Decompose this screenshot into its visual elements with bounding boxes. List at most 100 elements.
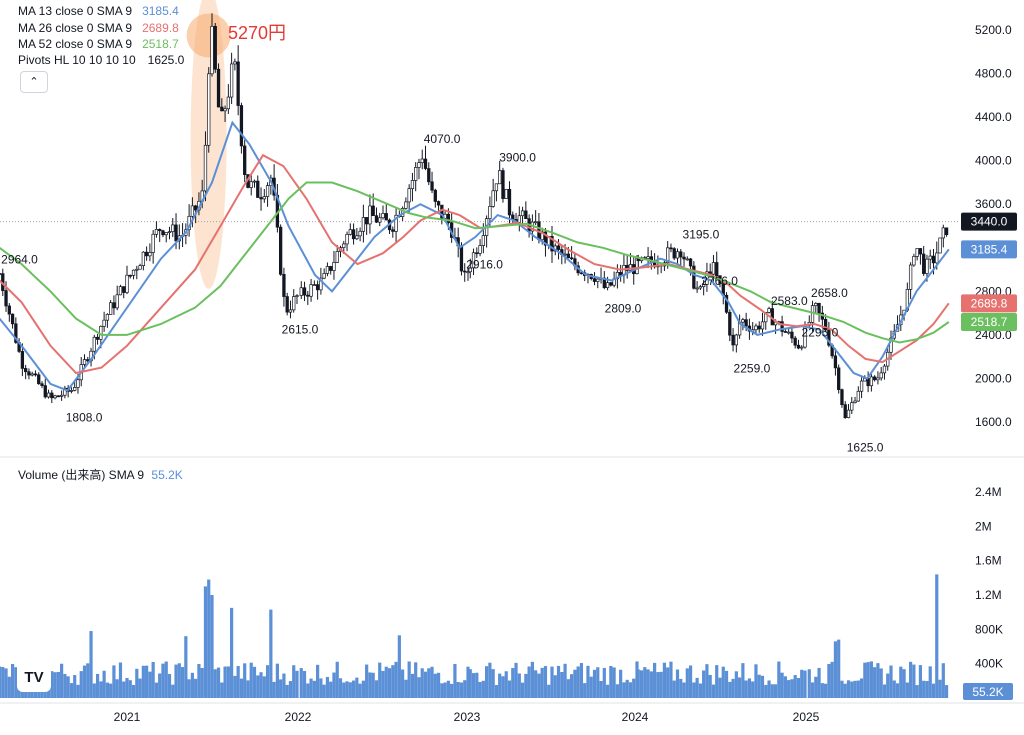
- volume-bar: [889, 665, 893, 698]
- volume-bar: [420, 668, 424, 698]
- legend-ma26-label: MA 26 close 0 SMA 9: [18, 21, 133, 35]
- volume-bar: [931, 683, 936, 698]
- pivot-label: 2615.0: [282, 323, 319, 337]
- volume-bar: [167, 674, 172, 698]
- candle-up: [941, 227, 945, 239]
- volume-bar: [556, 665, 561, 698]
- pivot-label: 1808.0: [66, 410, 103, 424]
- candle-up: [131, 269, 136, 276]
- candle-up: [299, 287, 303, 296]
- candle-down: [796, 344, 801, 349]
- candle-down: [783, 331, 788, 333]
- volume-bar: [220, 682, 224, 698]
- volume-bar: [773, 684, 778, 698]
- candle-up: [466, 271, 470, 274]
- candle-up: [468, 267, 472, 273]
- candle-down: [374, 215, 379, 223]
- candle-down: [757, 325, 761, 330]
- candle-up: [292, 296, 296, 311]
- volume-pane[interactable]: 400K 800K 1.2M 1.6M 2M 2.4M 55.2K 2021 2022 2023 2…: [0, 485, 1024, 724]
- volume-bar: [259, 672, 263, 698]
- volume-bar: [285, 684, 289, 698]
- volume-bar: [685, 668, 689, 698]
- volume-bar: [695, 677, 699, 698]
- volume-bar: [115, 679, 119, 698]
- volume-bar: [511, 668, 515, 698]
- price-pane[interactable]: 2964.0 1808.0 2615.0 4070.0 2916.0 3900.0 2809…: [0, 0, 1024, 458]
- price-badge: [961, 312, 1017, 331]
- candle-down: [679, 251, 683, 258]
- candle-down: [543, 231, 548, 246]
- volume-bar: [840, 680, 844, 698]
- candle-up: [471, 252, 476, 269]
- volume-bar: [662, 662, 667, 698]
- candle-down: [837, 367, 841, 390]
- ma-line-0: [0, 120, 950, 392]
- candle-up: [787, 331, 791, 334]
- legend-ma52-label: MA 52 close 0 SMA 9: [18, 37, 133, 51]
- candle-up: [135, 268, 139, 271]
- volume-bar: [612, 667, 616, 698]
- volume-bar: [688, 665, 693, 698]
- candle-down: [37, 374, 41, 385]
- candle-down: [282, 273, 286, 297]
- volume-bar: [355, 677, 359, 698]
- tradingview-logo[interactable]: TV: [17, 662, 51, 692]
- candle-up: [760, 321, 765, 330]
- candle-up: [368, 205, 372, 225]
- candle-down: [840, 389, 844, 406]
- candle-up: [407, 188, 411, 203]
- volume-bar: [430, 666, 434, 698]
- candle-down: [236, 61, 240, 106]
- candle-up: [494, 183, 499, 192]
- volume-bar: [879, 668, 883, 698]
- legend-ma13: MA 13 close 0 SMA 9 3185.4: [18, 3, 179, 19]
- volume-bar: [534, 670, 538, 698]
- volume-bar: [216, 667, 221, 698]
- volume-bar: [708, 674, 712, 698]
- candle-up: [319, 277, 323, 291]
- candle-up: [534, 221, 538, 224]
- candle-up: [695, 287, 699, 290]
- candle-up: [908, 264, 913, 290]
- peak-annotation: 5270円: [228, 23, 287, 43]
- volume-bar: [316, 664, 320, 698]
- volume-bar: [682, 682, 686, 698]
- candle-up: [702, 284, 706, 287]
- candle-up: [309, 284, 313, 297]
- volume-bar: [596, 667, 600, 698]
- candle-down: [256, 180, 260, 198]
- volume-bar: [384, 666, 388, 698]
- candle-down: [10, 313, 15, 325]
- price-badge: [961, 294, 1017, 313]
- volume-bar: [358, 683, 362, 698]
- candle-up: [73, 387, 77, 391]
- volume-bar: [391, 665, 395, 698]
- legend-ma13-value: 3185.4: [142, 4, 179, 18]
- volume-bar: [95, 673, 100, 698]
- volume-bar: [265, 665, 270, 698]
- volume-bar: [915, 685, 919, 698]
- candle-down: [744, 319, 748, 327]
- candle-down: [724, 294, 729, 313]
- candle-up: [262, 196, 266, 200]
- candle-up: [810, 305, 815, 323]
- volume-bar: [76, 684, 80, 698]
- candle-down: [7, 305, 11, 315]
- candle-down: [365, 217, 369, 225]
- volume-bar: [60, 663, 64, 698]
- volume-bar: [599, 680, 603, 698]
- volume-bar: [233, 675, 237, 698]
- candle-down: [873, 376, 877, 381]
- volume-bar: [200, 667, 204, 698]
- x-tick-label: 2024: [622, 710, 649, 724]
- candle-down: [384, 213, 388, 221]
- volume-bar: [288, 681, 293, 698]
- candle-up: [928, 255, 932, 260]
- candle-down: [14, 323, 18, 343]
- volume-bar: [672, 680, 676, 698]
- legend-ma13-label: MA 13 close 0 SMA 9: [18, 4, 133, 18]
- volume-bar: [378, 662, 382, 698]
- legend-collapse-button[interactable]: ⌃: [20, 71, 48, 93]
